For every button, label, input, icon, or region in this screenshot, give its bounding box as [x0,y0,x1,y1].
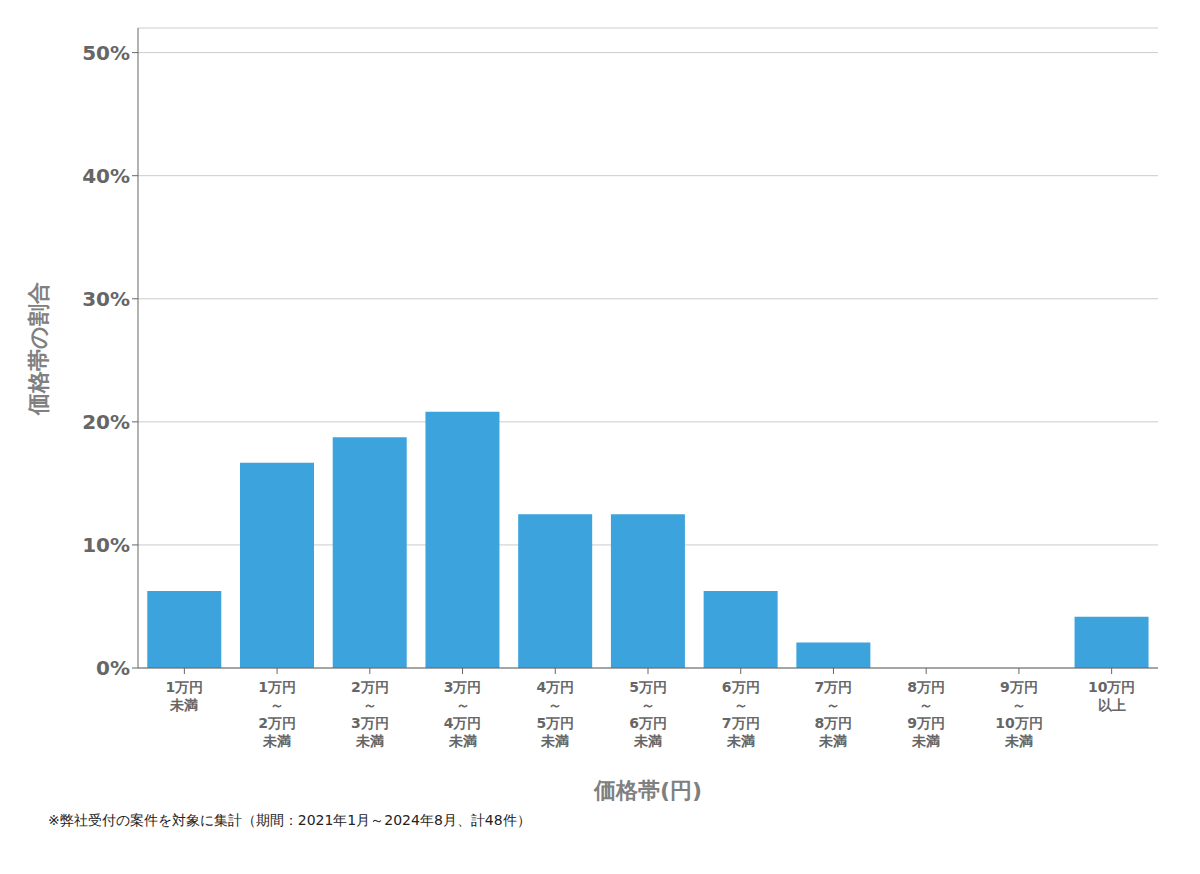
svg-text:価格帯(円): 価格帯(円) [593,778,702,803]
svg-text:7万円～8万円未満: 7万円～8万円未満 [815,679,853,749]
svg-text:6万円～7万円未満: 6万円～7万円未満 [722,679,760,749]
svg-text:5万円～6万円未満: 5万円～6万円未満 [629,679,667,749]
svg-text:0%: 0% [96,656,130,680]
svg-text:1万円～2万円未満: 1万円～2万円未満 [258,679,296,749]
svg-text:4万円～5万円未満: 4万円～5万円未満 [536,679,574,749]
svg-text:2万円～3万円未満: 2万円～3万円未満 [351,679,389,749]
svg-text:50%: 50% [82,41,130,65]
svg-text:9万円～10万円未満: 9万円～10万円未満 [995,679,1042,749]
svg-text:1万円未満: 1万円未満 [165,679,203,713]
html-text:※弊社受付の案件を対象に集計（期間：2021年1月～2024: ※弊社受付の案件を対象に集計（期間：2021年1月～2024年8月、計48件） [48,812,531,828]
svg-text:20%: 20% [82,410,130,434]
svg-text:40%: 40% [82,164,130,188]
svg-text:30%: 30% [82,287,130,311]
svg-text:10%: 10% [82,533,130,557]
svg-text:3万円～4万円未満: 3万円～4万円未満 [444,679,482,749]
svg-text:10万円以上: 10万円以上 [1088,679,1135,713]
svg-text:8万円～9万円未満: 8万円～9万円未満 [907,679,945,749]
svg-text:価格帯の割合: 価格帯の割合 [26,282,51,416]
